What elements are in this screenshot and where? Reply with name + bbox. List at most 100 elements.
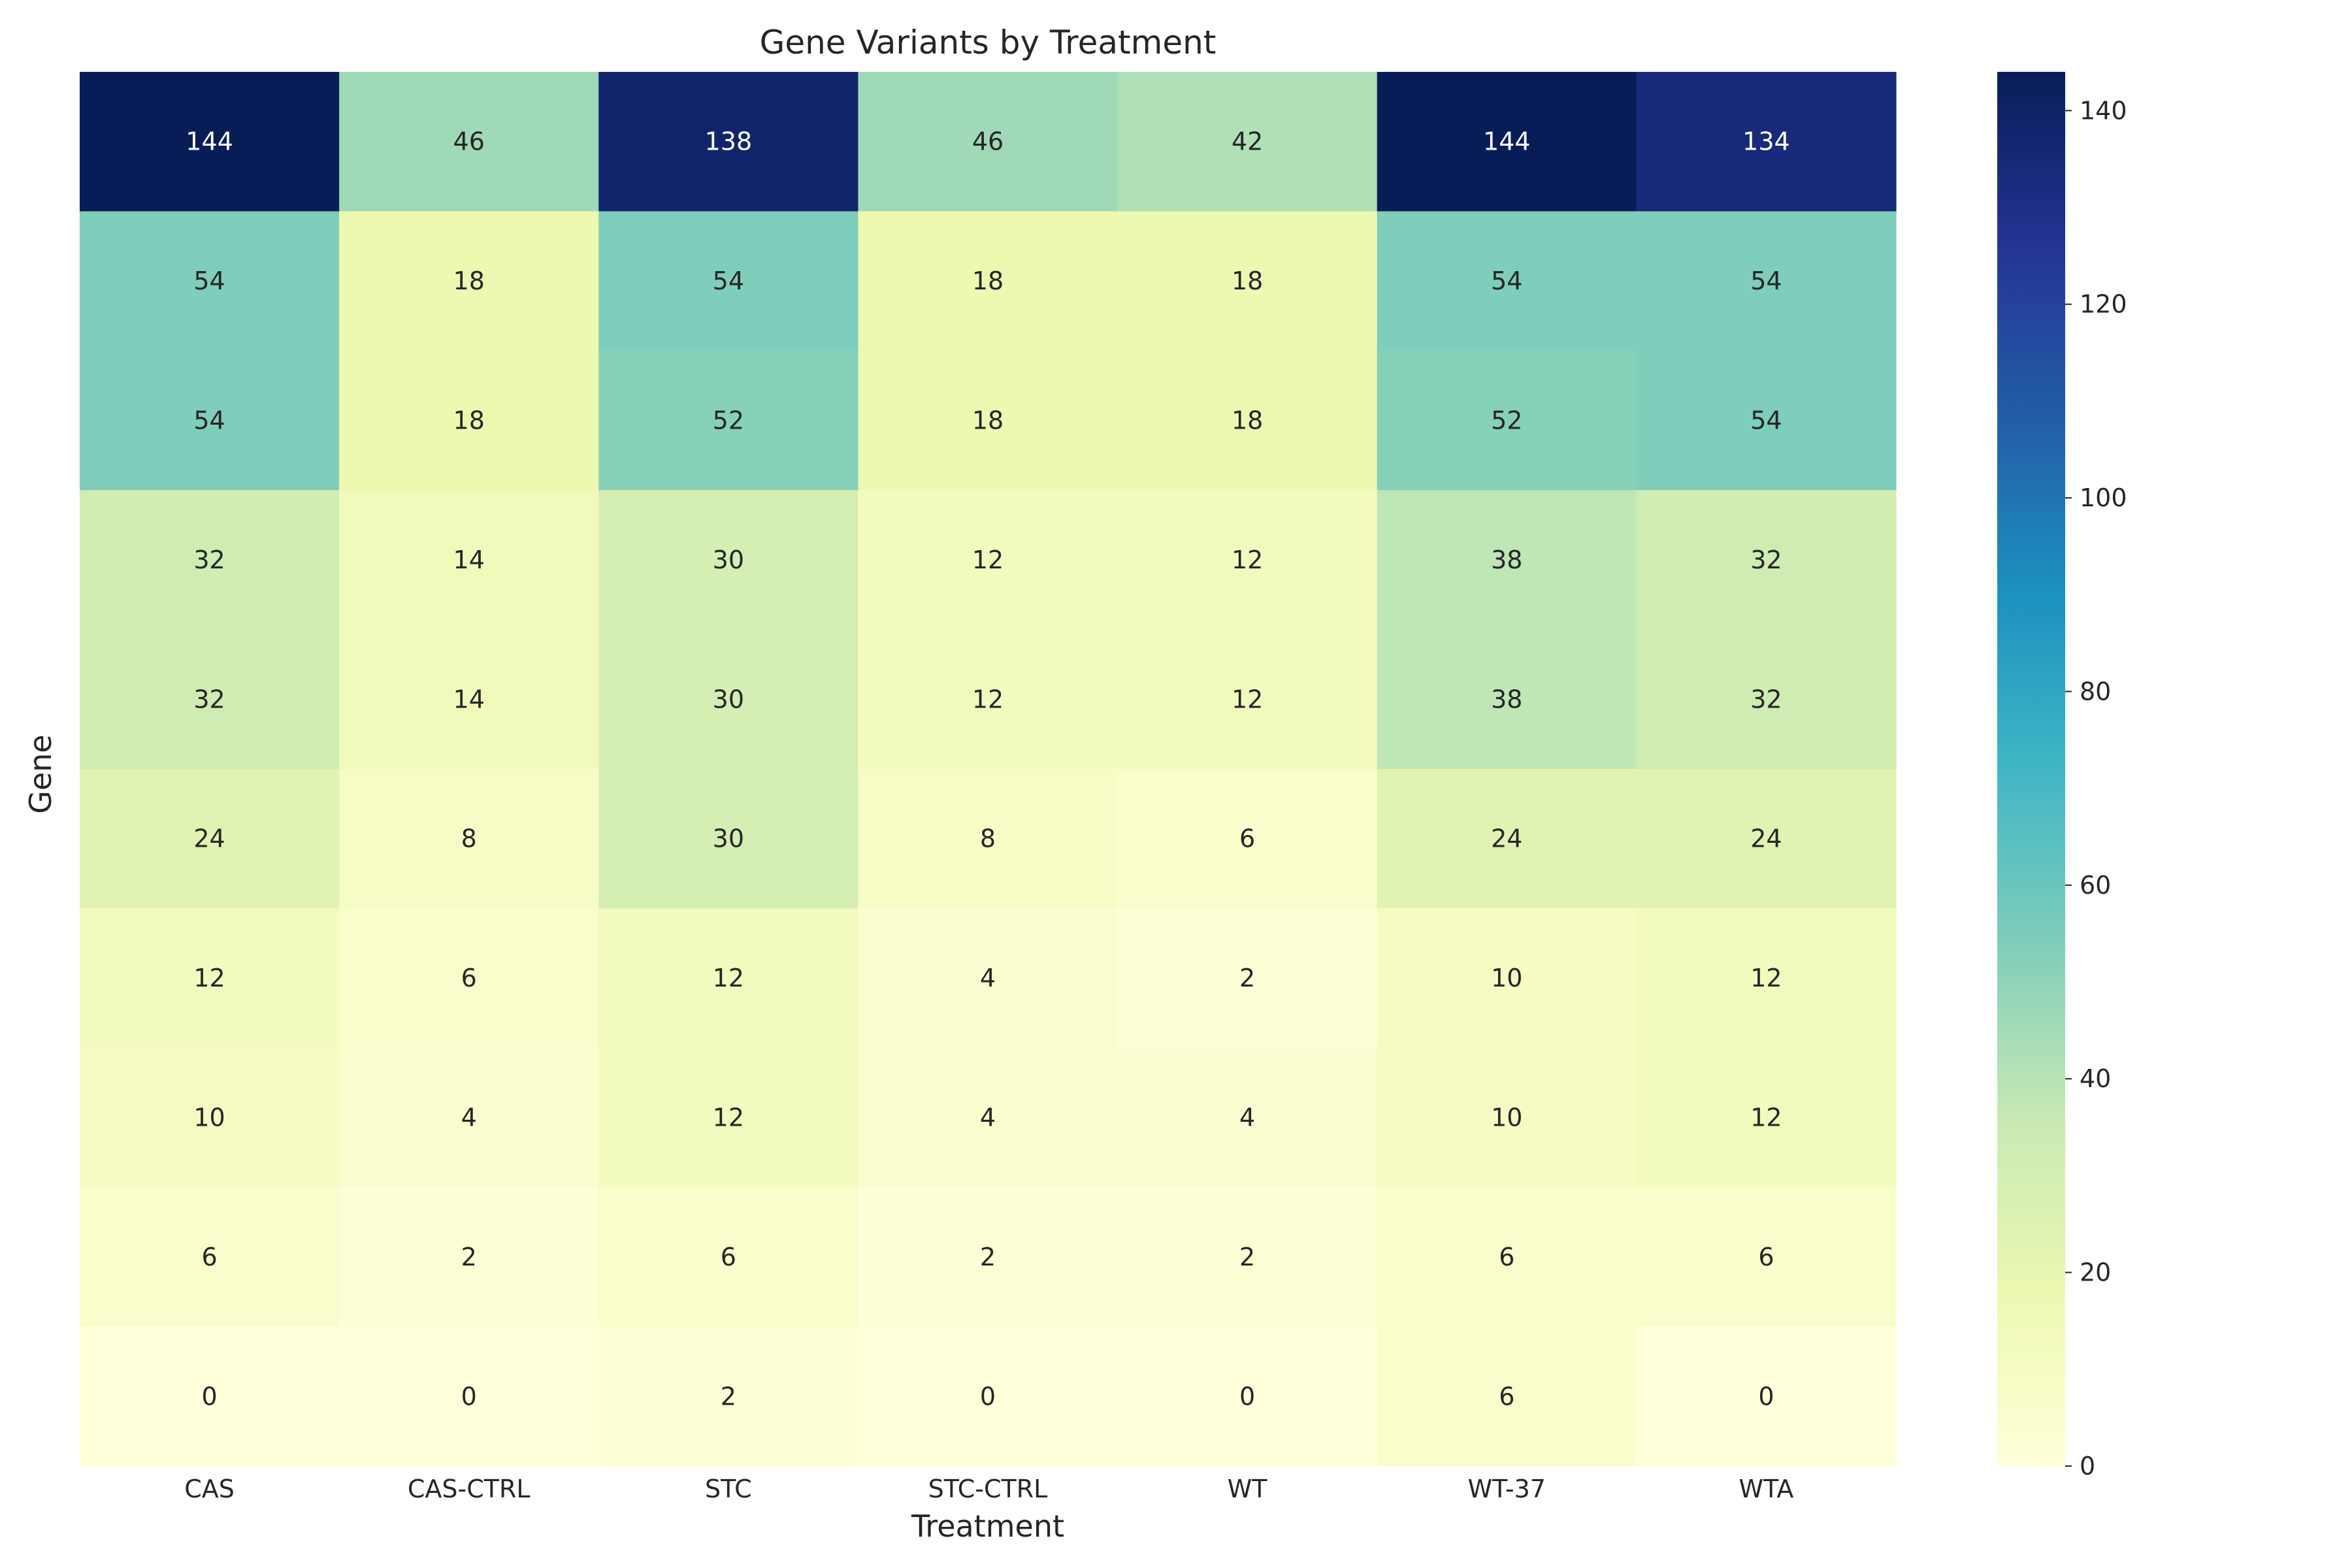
- heatmap-cell: [1377, 72, 1637, 212]
- heatmap-cell: [339, 1047, 599, 1188]
- y-axis-label: Gene: [23, 734, 58, 813]
- heatmap-cell: [1636, 72, 1897, 212]
- heatmap-cell: [1117, 629, 1378, 770]
- colorbar-tick-label: 0: [2080, 1452, 2095, 1480]
- heatmap-cell: [339, 1326, 599, 1467]
- colorbar: 0 20 40 60 80 100 120 140: [1997, 72, 2127, 1480]
- cell-value-label: 18: [972, 267, 1004, 295]
- heatmap-cell: [1636, 629, 1897, 770]
- cell-value-label: 14: [453, 685, 485, 713]
- cell-value-label: 52: [1491, 406, 1522, 435]
- heatmap-cell: [858, 629, 1119, 770]
- heatmap-cell: [858, 490, 1119, 630]
- cell-value-label: 24: [1491, 825, 1522, 853]
- heatmap-cell: [598, 908, 859, 1049]
- cell-value-label: 6: [1499, 1382, 1514, 1411]
- colorbar-tick-label: 60: [2080, 871, 2111, 900]
- heatmap-cell: [1636, 769, 1897, 909]
- heatmap-cell: [339, 72, 599, 212]
- chart-title: Gene Variants by Treatment: [760, 24, 1217, 61]
- cell-value-label: 12: [1750, 1103, 1782, 1132]
- colorbar-tick-label: 20: [2080, 1258, 2111, 1287]
- heatmap-cell: [598, 1047, 859, 1188]
- colorbar-tick-label: 40: [2080, 1064, 2111, 1093]
- cell-value-label: 10: [193, 1103, 225, 1132]
- heatmap-cell: [1117, 1187, 1378, 1328]
- cell-value-label: 18: [453, 267, 485, 295]
- heatmap-cell: [339, 629, 599, 770]
- cell-value-label: 32: [1750, 546, 1782, 574]
- heatmap-cell: [80, 350, 340, 491]
- cell-value-label: 46: [453, 127, 485, 156]
- x-tick-labels: CAS CAS-CTRL STC STC-CTRL WT WT-37 WTA: [184, 1475, 1793, 1503]
- heatmap-cell: [858, 1047, 1119, 1188]
- cell-value-label: 12: [1750, 964, 1782, 992]
- cell-value-label: 2: [980, 1243, 996, 1271]
- heatmap-cell: [598, 769, 859, 909]
- heatmap-cell: [80, 490, 340, 630]
- cell-value-label: 12: [972, 546, 1004, 574]
- cell-value-label: 10: [1491, 1103, 1522, 1132]
- heatmap-cell: [598, 211, 859, 351]
- cell-value-label: 6: [461, 964, 477, 992]
- heatmap-cell: [1377, 350, 1637, 491]
- cell-value-label: 14: [453, 546, 485, 574]
- cell-value-label: 0: [980, 1382, 996, 1411]
- cell-value-label: 32: [193, 685, 225, 713]
- cell-value-label: 0: [461, 1382, 477, 1411]
- heatmap-cell: [1636, 211, 1897, 351]
- cell-value-label: 24: [193, 825, 225, 853]
- heatmap-cell: [598, 350, 859, 491]
- cell-value-label: 6: [1239, 825, 1255, 853]
- cell-value-label: 24: [1750, 825, 1782, 853]
- x-tick-label: WTA: [1739, 1475, 1794, 1503]
- heatmap-cell: [858, 908, 1119, 1049]
- heatmap-cell: [1377, 1047, 1637, 1188]
- cell-value-label: 30: [713, 546, 744, 574]
- x-axis-label: Treatment: [911, 1509, 1064, 1544]
- cell-value-label: 54: [713, 267, 744, 295]
- cell-value-label: 8: [980, 825, 996, 853]
- heatmap-cell: [80, 1187, 340, 1328]
- colorbar-tick-label: 100: [2080, 483, 2127, 512]
- heatmap-cell: [1636, 490, 1897, 630]
- cell-value-label: 30: [713, 825, 744, 853]
- cell-value-label: 10: [1491, 964, 1522, 992]
- heatmap-cell: [339, 908, 599, 1049]
- colorbar-tick-label: 120: [2080, 290, 2127, 319]
- heatmap-cell: [858, 1326, 1119, 1467]
- cell-value-label: 32: [193, 546, 225, 574]
- cell-value-label: 6: [721, 1243, 736, 1271]
- cell-value-label: 134: [1742, 127, 1790, 156]
- cell-value-label: 2: [1239, 1243, 1255, 1271]
- heatmap-cell: [80, 769, 340, 909]
- cell-value-label: 46: [972, 127, 1004, 156]
- cell-value-label: 12: [713, 964, 744, 992]
- cell-value-label: 138: [705, 127, 753, 156]
- heatmap-cell: [1636, 908, 1897, 1049]
- cell-value-label: 54: [1750, 406, 1782, 435]
- cell-value-label: 4: [980, 964, 996, 992]
- cell-value-label: 54: [193, 267, 225, 295]
- heatmap-cell: [1117, 72, 1378, 212]
- heatmap-cell: [598, 490, 859, 630]
- cell-value-label: 18: [972, 406, 1004, 435]
- colorbar-tick-label: 80: [2080, 677, 2111, 706]
- cell-value-label: 54: [193, 406, 225, 435]
- heatmap-cell: [858, 350, 1119, 491]
- cell-value-label: 6: [201, 1243, 217, 1271]
- heatmap-cells: [80, 72, 1897, 1467]
- heatmap-cell: [1117, 1326, 1378, 1467]
- cell-value-label: 18: [453, 406, 485, 435]
- heatmap-cell: [598, 629, 859, 770]
- heatmap-cell: [1377, 211, 1637, 351]
- heatmap-cell: [80, 72, 340, 212]
- heatmap-cell: [1636, 1187, 1897, 1328]
- cell-value-label: 4: [461, 1103, 477, 1132]
- heatmap-cell: [598, 72, 859, 212]
- colorbar-tick-label: 140: [2080, 96, 2127, 125]
- cell-value-label: 52: [713, 406, 744, 435]
- heatmap-cell: [858, 211, 1119, 351]
